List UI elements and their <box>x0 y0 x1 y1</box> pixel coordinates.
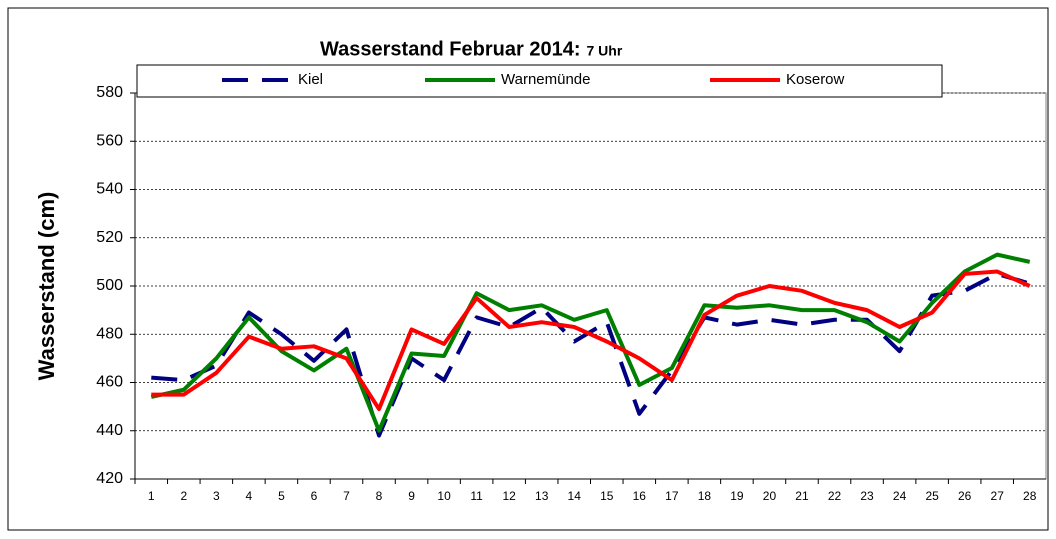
y-tick-label: 440 <box>96 422 123 439</box>
x-tick-label: 21 <box>795 489 809 503</box>
x-tick-label: 2 <box>180 489 187 503</box>
x-tick-label: 6 <box>311 489 318 503</box>
x-tick-label: 24 <box>893 489 907 503</box>
x-tick-label: 5 <box>278 489 285 503</box>
legend-label: Kiel <box>298 71 323 88</box>
x-tick-label: 16 <box>633 489 647 503</box>
x-tick-label: 22 <box>828 489 842 503</box>
series-line <box>150 252 1031 433</box>
x-tick-label: 18 <box>698 489 712 503</box>
legend-label: Koserow <box>786 71 845 88</box>
x-tick-label: 20 <box>763 489 777 503</box>
y-tick-label: 460 <box>96 374 123 391</box>
x-tick-label: 14 <box>568 489 582 503</box>
series-line <box>151 269 1031 412</box>
x-tick-label: 7 <box>343 489 350 503</box>
x-tick-label: 17 <box>665 489 679 503</box>
chart-subtitle: 7 Uhr <box>586 43 622 59</box>
x-tick-label: 11 <box>470 489 483 503</box>
x-tick-label: 26 <box>958 489 972 503</box>
y-tick-label: 540 <box>96 181 123 198</box>
series-line <box>151 271 1031 438</box>
x-tick-label: 3 <box>213 489 220 503</box>
x-tick-label: 25 <box>925 489 939 503</box>
chart-title: Wasserstand Februar 2014: <box>320 38 580 60</box>
y-tick-label: 580 <box>96 84 123 101</box>
x-tick-label: 9 <box>408 489 415 503</box>
y-axis-label: Wasserstand (cm) <box>34 192 59 381</box>
x-tick-label: 1 <box>148 489 155 503</box>
x-tick-label: 8 <box>376 489 383 503</box>
y-tick-label: 480 <box>96 325 123 342</box>
y-tick-label: 520 <box>96 229 123 246</box>
x-tick-label: 19 <box>730 489 744 503</box>
x-tick-label: 28 <box>1023 489 1037 503</box>
x-tick-label: 13 <box>535 489 549 503</box>
legend-label: Warnemünde <box>501 71 591 88</box>
y-tick-label: 560 <box>96 132 123 149</box>
y-tick-label: 420 <box>96 470 123 487</box>
x-tick-label: 12 <box>502 489 516 503</box>
x-tick-label: 23 <box>860 489 874 503</box>
x-tick-label: 27 <box>991 489 1005 503</box>
x-tick-label: 15 <box>600 489 614 503</box>
x-tick-label: 10 <box>437 489 451 503</box>
y-tick-label: 500 <box>96 277 123 294</box>
x-tick-label: 4 <box>246 489 253 503</box>
